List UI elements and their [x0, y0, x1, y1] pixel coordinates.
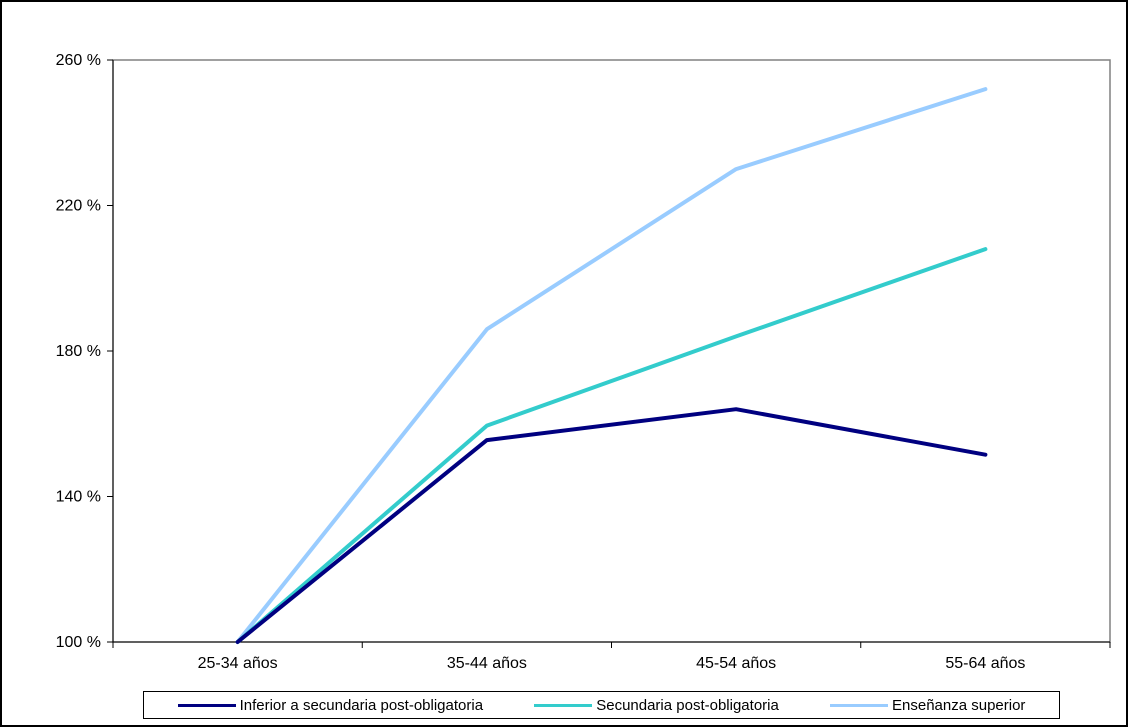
legend-label: Inferior a secundaria post-obligatoria	[239, 696, 484, 714]
legend-item-3: Enseñanza superior	[830, 697, 1025, 714]
legend-swatch	[177, 703, 236, 707]
legend-label: Enseñanza superior	[892, 696, 1026, 714]
legend-label: Secundaria post-obligatoria	[596, 696, 779, 714]
series-layer	[235, 87, 988, 644]
axes-layer: 100 % 140 % 180 % 220 % 260 % 25-34 años 35-44…	[56, 52, 1111, 672]
x-tick-label: 55-64 años	[945, 655, 1025, 672]
legend-item-2: Secundaria post-obligatoria	[534, 697, 779, 714]
y-tick-label: 260 %	[56, 52, 101, 69]
series-line-2	[235, 247, 988, 644]
y-tick-label: 180 %	[56, 343, 101, 360]
y-tick-label: 140 %	[56, 489, 101, 506]
plot-area	[112, 59, 1111, 643]
series-line-3	[235, 87, 988, 644]
x-tick-label: 25-34 años	[198, 655, 278, 672]
y-tick-label: 220 %	[56, 198, 101, 215]
x-tick-label: 35-44 años	[447, 655, 527, 672]
legend-swatch	[830, 703, 888, 707]
legend-swatch	[534, 703, 593, 707]
legend: Inferior a secundaria post-obligatoria Se…	[143, 691, 1060, 719]
x-tick-label: 45-54 años	[696, 655, 776, 672]
y-tick-label: 100 %	[56, 634, 101, 651]
series-line-1	[235, 407, 988, 644]
legend-item-1: Inferior a secundaria post-obligatoria	[177, 696, 484, 714]
